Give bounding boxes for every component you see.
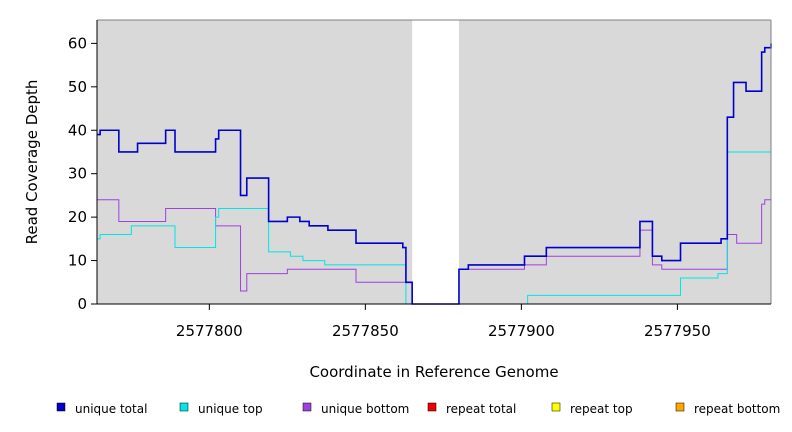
axes: 0 10 20 30 40 50 60 2577800 2577850 2577900 257795… (68, 19, 772, 340)
series-line-unique-total (97, 43, 772, 305)
y-tick-label-10: 10 (68, 252, 87, 270)
legend-label-unique-bottom: unique bottom (321, 402, 409, 416)
series-line-unique-bottom (97, 199, 771, 305)
y-tick-label-30: 30 (68, 165, 87, 183)
legend-swatch-repeat-total (427, 402, 437, 412)
y-tick-label-20: 20 (68, 208, 87, 226)
legend-label-repeat-bottom: repeat bottom (694, 402, 780, 416)
legend-item-repeat-top: repeat top (551, 402, 633, 416)
x-tick-label-2577900: 2577900 (488, 322, 555, 340)
uncovered-region-0 (412, 20, 459, 304)
legend-item-unique-top: unique top (179, 402, 263, 416)
series-line-unique-top (97, 151, 771, 305)
legend-swatch-repeat-bottom (675, 402, 685, 412)
legend-item-repeat-total: repeat total (427, 402, 516, 416)
legend-label-unique-top: unique top (198, 402, 263, 416)
legend-item-repeat-bottom: repeat bottom (675, 402, 780, 416)
legend-swatch-unique-top (179, 402, 189, 412)
legend-item-unique-total: unique total (56, 402, 147, 416)
legend-item-unique-bottom: unique bottom (302, 402, 409, 416)
x-tick-label-2577800: 2577800 (176, 322, 243, 340)
y-tick-label-60: 60 (68, 34, 87, 52)
y-tick-label-50: 50 (68, 78, 87, 96)
legend-label-repeat-top: repeat top (570, 402, 633, 416)
y-tick-label-40: 40 (68, 121, 87, 139)
y-tick-label-0: 0 (77, 295, 87, 313)
legend-swatch-unique-bottom (302, 402, 312, 412)
legend-label-repeat-total: repeat total (446, 402, 516, 416)
y-axis-title: Read Coverage Depth (23, 80, 41, 245)
x-tick-label-2577850: 2577850 (332, 322, 399, 340)
legend-swatch-unique-total (56, 402, 66, 412)
x-tick-label-2577950: 2577950 (644, 322, 711, 340)
uncovered-regions (412, 20, 459, 304)
legend-swatch-repeat-top (551, 402, 561, 412)
legend-label-unique-total: unique total (75, 402, 147, 416)
x-axis-title: Coordinate in Reference Genome (309, 363, 558, 381)
legend: unique total unique top unique bottom repea… (56, 402, 780, 416)
